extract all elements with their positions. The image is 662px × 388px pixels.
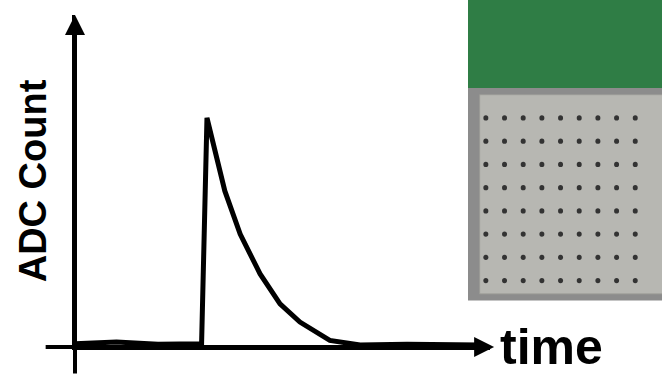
svg-text:time: time (500, 319, 603, 375)
svg-text:ADC Count: ADC Count (12, 79, 54, 282)
